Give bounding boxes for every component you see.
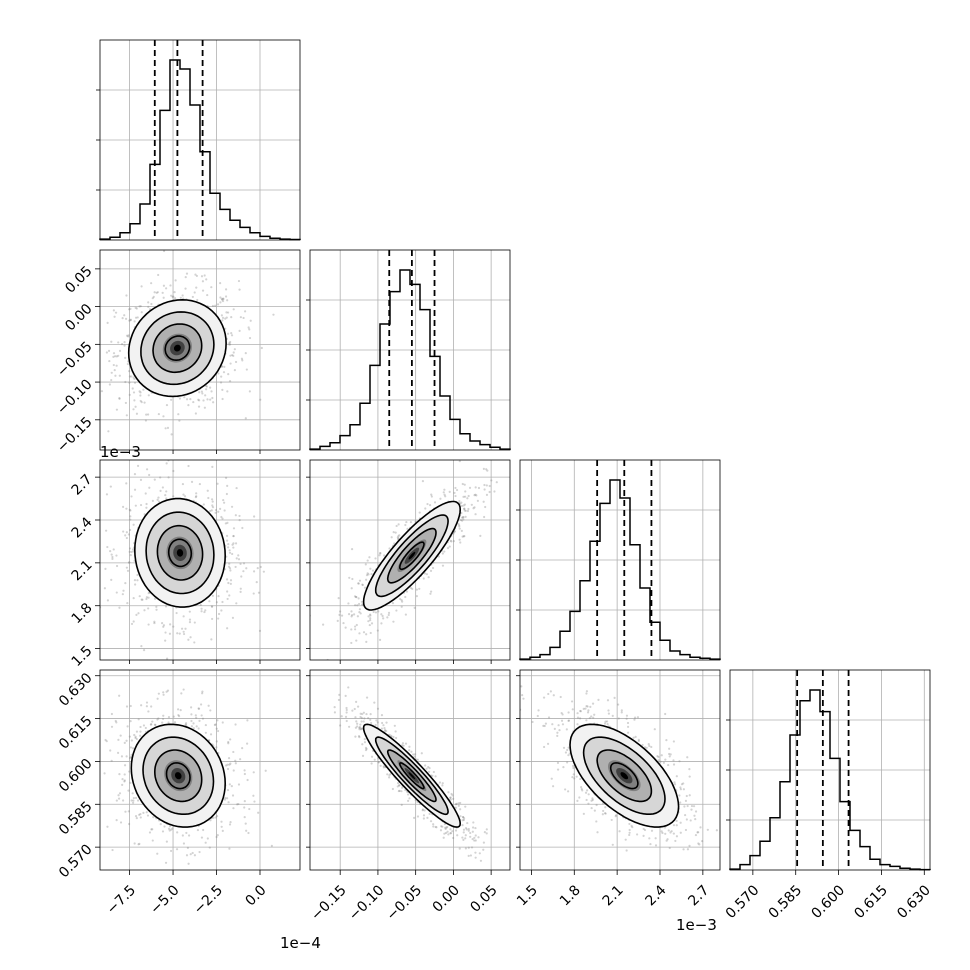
histogram-p3 [726,669,931,871]
y-tick-label-p2: 2.1 [69,557,96,584]
contour-lines [362,500,462,611]
contour-lines [569,723,680,828]
y-tick-label-p3: 0.630 [56,670,96,710]
contour-lines [362,723,462,828]
y-tick-label-p1: 0.05 [62,263,95,296]
y-tick-label-p2: 2.4 [69,514,96,541]
panel-2d-p0-p2 [99,459,301,661]
panel-2d-p2-p3 [519,669,721,871]
x-tick-label-p3: 0.630 [894,882,934,922]
histogram-step [729,689,931,871]
contour-lines [133,497,227,608]
x-tick-label-p0: 0.0 [243,882,270,909]
panel-frame [309,249,511,451]
x-tick-label-p2: 1.5 [514,882,541,909]
x-tick-label-p3: 0.600 [809,882,849,922]
panel-frame [519,669,721,871]
histogram-p2 [516,459,721,661]
density-shading [134,498,226,608]
y-tick-label-p3: 0.570 [56,841,96,881]
panel-frame [99,39,301,241]
panel-frame [519,459,721,661]
x-tick-label-p1: −0.05 [384,882,426,924]
x-tick-label-p0: −7.5 [104,882,139,917]
x-tick-label-p1: −0.15 [308,882,350,924]
panel-frame [99,669,301,871]
y-tick-label-p3: 0.615 [56,713,96,753]
grid-lines [520,460,720,660]
panel-2d-p0-p3 [99,669,301,871]
panel-2d-p1-p2 [309,459,511,661]
grid-lines [310,250,510,450]
x-tick-label-p2: 2.4 [643,882,670,909]
x-tick-label-p3: 0.585 [766,882,806,922]
x-tick-label-p1: −0.10 [346,882,388,924]
y-tick-label-p1: −0.15 [54,414,96,456]
y-offset-label-p2: 1e−3 [100,443,141,461]
panel-frame [309,459,511,661]
panel-2d-p1-p3 [309,669,511,871]
histogram-p0 [96,39,301,241]
grid-lines [520,670,720,870]
panel-2d-p0-p1 [99,249,301,451]
panel-frame [309,669,511,871]
y-tick-label-p2: 1.5 [69,643,96,670]
y-tick-label-p2: 2.7 [69,471,96,498]
panel-frame [729,669,931,871]
contour-lines [130,723,227,828]
x-tick-label-p1: 0.00 [430,882,463,915]
x-tick-label-p3: 0.570 [723,882,763,922]
density-shading [570,724,679,828]
x-tick-label-p0: −2.5 [191,882,226,917]
y-tick-label-p3: 0.600 [56,756,96,796]
panel-frame [99,459,301,661]
grid-lines [730,670,930,870]
x-tick-label-p2: 1.8 [557,882,584,909]
x-offset-label-p2: 1e−3 [676,916,717,934]
y-tick-label-p1: −0.05 [54,339,96,381]
panel-frame [99,249,301,451]
y-tick-label-p3: 0.585 [56,799,96,839]
y-tick-label-p1: 0.00 [62,301,95,334]
x-offset-label-p0: 1e−4 [280,934,321,952]
histogram-step [309,269,511,450]
x-tick-label-p1: 0.05 [467,882,500,915]
histogram-step [99,59,301,241]
x-tick-label-p2: 2.7 [685,882,712,909]
contour-lines [127,298,227,398]
y-tick-label-p2: 1.8 [69,600,96,627]
x-tick-label-p3: 0.615 [851,882,891,922]
x-tick-label-p0: −5.0 [147,882,182,917]
histogram-p1 [306,249,511,451]
y-tick-label-p1: −0.10 [54,376,96,418]
grid-lines [310,460,510,660]
x-tick-label-p2: 2.1 [600,882,627,909]
histogram-step [519,479,721,660]
density-shading [131,724,226,828]
